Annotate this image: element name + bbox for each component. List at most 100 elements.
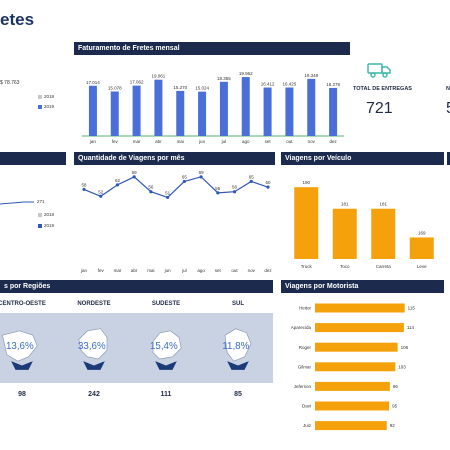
- faturamento-value-label: 17.014: [86, 80, 100, 85]
- quantidade-tick-label: jan: [80, 268, 88, 273]
- quantidade-value-label: 52: [98, 189, 104, 194]
- faturamento-tick-label: dez: [329, 139, 337, 144]
- right-panel-header-stub: [447, 152, 450, 165]
- legend2-2018: 2018: [38, 212, 54, 217]
- region-map: 33,6%: [78, 328, 108, 370]
- faturamento-tick-label: jul: [221, 139, 227, 144]
- quantidade-value-label: 56: [232, 185, 238, 190]
- region-pct: 33,6%: [78, 341, 106, 352]
- faturamento-value-label: 16.425: [283, 82, 297, 87]
- veiculo-header: Viagens por Veículo: [281, 152, 444, 165]
- motorista-bar: [315, 381, 390, 391]
- region-highlight: [83, 361, 105, 370]
- quantidade-point: [232, 190, 237, 194]
- quantidade-value-label: 69: [132, 170, 138, 175]
- veiculo-bar: [294, 187, 319, 259]
- motorista-bar: [315, 421, 387, 431]
- faturamento-value-label: 15.024: [195, 86, 209, 91]
- region-shape: [78, 328, 108, 360]
- legend-2019-swatch: [38, 104, 42, 109]
- motorista-bar: [315, 303, 405, 313]
- veiculo-tick-label: Carreta: [376, 264, 392, 269]
- region-highlight: [155, 361, 177, 370]
- faturamento-value-label: 16.412: [261, 82, 275, 87]
- veiculo-bar: [332, 208, 357, 259]
- region-pct: 15,4%: [150, 341, 178, 352]
- legend-2019-label: 2019: [44, 104, 55, 109]
- motorista-tick-label: Aparecida: [291, 325, 312, 330]
- faturamento-header: Faturamento de Fretes mensal: [74, 42, 350, 55]
- faturamento-tick-label: fev: [112, 139, 119, 144]
- motorista-tick-label: Davi: [302, 404, 311, 409]
- veiculo-tick-label: Truck: [301, 264, 313, 269]
- legend2-2018-swatch: [38, 212, 42, 217]
- region-count: 85: [234, 391, 242, 398]
- quantidade-tick-label: dez: [264, 268, 272, 273]
- legend2-2019-label: 2019: [44, 223, 55, 228]
- motorista-tick-label: Juiz: [303, 423, 312, 428]
- kpi-total-entregas-label: TOTAL DE ENTREGAS: [353, 86, 412, 92]
- region-pct: 13,6%: [6, 341, 34, 352]
- quantidade-value-label: 56: [148, 185, 154, 190]
- faturamento-bar: [219, 81, 228, 136]
- legend-2019: 2019: [38, 104, 54, 109]
- faturamento-bar: [154, 79, 163, 136]
- quantidade-tick-label: mar: [114, 268, 122, 273]
- region-map: 11,8%: [222, 328, 252, 370]
- faturamento-tick-label: set: [265, 139, 272, 144]
- region-name: SUL: [232, 301, 244, 307]
- quantidade-chart: 58 jan 52 fev 62 mar 69 abr 56 mai 51 jun 65 jul 69 ago…: [80, 170, 272, 273]
- quantidade-point: [199, 175, 203, 179]
- quantidade-value-label: 58: [81, 182, 87, 187]
- legend-2018-swatch: [38, 94, 42, 99]
- veiculo-bar: [409, 237, 434, 259]
- faturamento-tick-label: ago: [242, 139, 250, 144]
- veiculo-value-label: 169: [418, 230, 426, 235]
- kpi-total-entregas-value: 721: [366, 100, 393, 117]
- quantidade-value-label: 55: [215, 186, 221, 191]
- veiculo-chart: 190 Truck 181 Toco 181 Carreta 169 Leve: [294, 180, 434, 269]
- left-panel-header-stub: [0, 152, 66, 165]
- dashboard-title: etes: [0, 10, 35, 29]
- region-highlight: [227, 361, 249, 370]
- motorista-bar: [315, 362, 396, 372]
- faturamento-bar: [263, 87, 272, 136]
- motorista-tick-label: Roger: [299, 345, 312, 350]
- faturamento-value-label: 15.270: [173, 85, 187, 90]
- motorista-tick-label: Heitor: [299, 306, 312, 311]
- quantidade-point: [115, 183, 120, 187]
- veiculo-value-label: 190: [302, 180, 310, 185]
- quantidade-tick-label: out: [231, 268, 238, 273]
- faturamento-tick-label: mai: [177, 139, 184, 144]
- faturamento-value-label: 19.061: [152, 74, 166, 79]
- truck-icon: [367, 63, 391, 78]
- region-name: SUDESTE: [151, 301, 181, 307]
- quantidade-value-label: 65: [249, 174, 255, 179]
- quantidade-tick-label: ago: [197, 268, 205, 273]
- quantidade-line: [83, 176, 269, 199]
- quantidade-tick-label: jun: [164, 268, 172, 273]
- veiculo-tick-label: Leve: [417, 264, 427, 269]
- quantidade-header: Quantidade de Viagens por mês: [74, 152, 275, 165]
- faturamento-value-label: 15.078: [108, 85, 122, 90]
- region-map: 13,6%: [2, 330, 38, 370]
- region-highlight: [11, 361, 33, 370]
- faturamento-tick-label: mar: [133, 139, 141, 144]
- region-count: 242: [88, 391, 100, 398]
- legend2-2018-label: 2018: [44, 212, 55, 217]
- quantidade-tick-label: fev: [98, 268, 105, 273]
- motorista-value-label: 96: [393, 384, 399, 389]
- legend-2018: 2018: [38, 94, 54, 99]
- motorista-value-label: 115: [408, 306, 416, 311]
- left-stub-value2: 271: [37, 199, 45, 204]
- motorista-chart: Heitor 115 Aparecida 114 Roger 106 Gilmar 103 Je…: [291, 303, 416, 431]
- faturamento-bar: [132, 85, 141, 136]
- motorista-header: Viagens por Motorista: [281, 280, 444, 293]
- faturamento-bar: [307, 78, 316, 136]
- motorista-bar: [315, 342, 398, 352]
- quantidade-point: [249, 179, 253, 184]
- faturamento-tick-label: jun: [198, 139, 206, 144]
- region-name: NORDESTE: [77, 301, 111, 307]
- faturamento-bar: [198, 91, 207, 136]
- legend2-2019: 2019: [38, 223, 54, 228]
